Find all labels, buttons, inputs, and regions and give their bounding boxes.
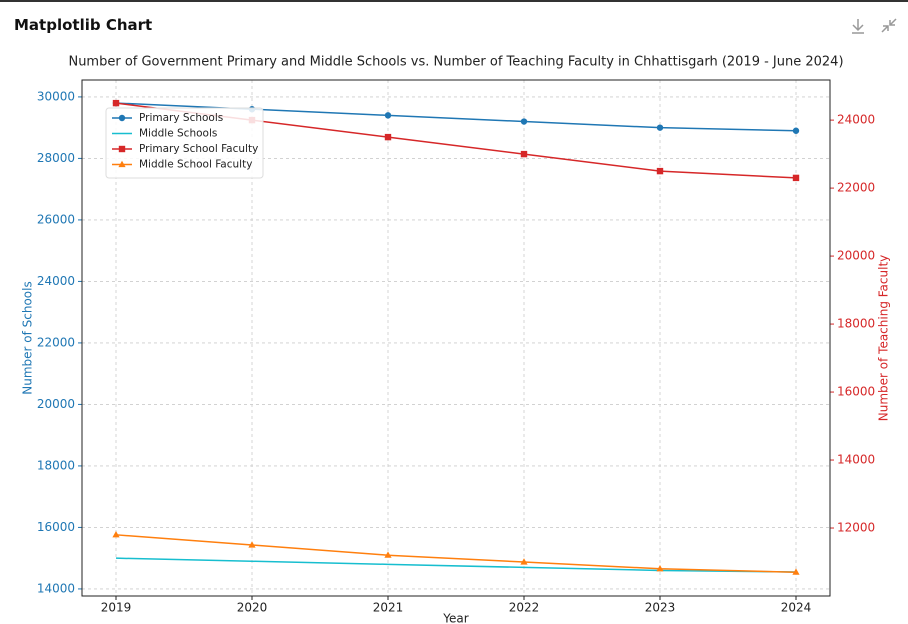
legend-label: Primary Schools — [139, 112, 223, 124]
legend-marker — [118, 145, 126, 153]
y-tick-label: 14000 — [37, 581, 75, 595]
point — [792, 174, 800, 182]
x-tick-label: 2022 — [509, 601, 540, 615]
legend-marker — [118, 160, 126, 168]
panel-title: Matplotlib Chart — [14, 16, 153, 34]
point — [384, 551, 392, 558]
download-icon[interactable] — [852, 19, 864, 34]
y-axis-label: Number of Schools — [21, 281, 35, 395]
point — [656, 124, 664, 131]
y-tick-label: 26000 — [37, 212, 75, 226]
collapse-icon[interactable] — [881, 18, 897, 33]
chart-title: Number of Government Primary and Middle … — [68, 55, 843, 70]
point — [520, 558, 528, 565]
point — [520, 150, 528, 158]
y-tick-label: 16000 — [37, 520, 75, 534]
y2-tick-label: 16000 — [837, 385, 875, 399]
x-axis-label: Year — [442, 612, 468, 624]
point — [656, 565, 664, 572]
legend-label: Primary School Faculty — [139, 143, 258, 155]
point — [112, 531, 120, 538]
x-tick-label: 2024 — [781, 601, 812, 615]
point — [792, 568, 800, 575]
x-tick-label: 2020 — [237, 601, 268, 615]
point — [384, 133, 392, 141]
point — [112, 99, 120, 107]
y-tick-label: 22000 — [37, 335, 75, 349]
point — [248, 541, 256, 548]
point — [384, 112, 392, 119]
y-tick-label: 20000 — [37, 397, 75, 411]
y-tick-label: 24000 — [37, 274, 75, 288]
legend-label: Middle School Faculty — [139, 159, 252, 171]
point — [520, 118, 528, 125]
plot-frame — [81, 79, 831, 597]
legend-marker — [118, 114, 126, 122]
y-tick-label: 30000 — [37, 89, 75, 103]
x-tick-label: 2019 — [101, 601, 132, 615]
y2-tick-label: 14000 — [837, 453, 875, 467]
series-line — [115, 534, 797, 573]
y-tick-label: 18000 — [37, 458, 75, 472]
x-tick-label: 2021 — [373, 601, 404, 615]
y2-tick-label: 12000 — [837, 521, 875, 535]
point — [656, 167, 664, 175]
y-tick-label: 28000 — [37, 151, 75, 165]
point — [792, 127, 800, 134]
top-border — [0, 0, 908, 2]
y2-tick-label: 20000 — [837, 249, 875, 263]
y2-tick-label: 22000 — [837, 181, 875, 195]
legend-label: Middle Schools — [139, 128, 217, 140]
y2-axis-label: Number of Teaching Faculty — [877, 255, 891, 422]
legend-box — [105, 107, 264, 179]
series-line — [115, 557, 797, 573]
y2-tick-label: 18000 — [837, 317, 875, 331]
x-tick-label: 2023 — [645, 601, 676, 615]
y2-tick-label: 24000 — [837, 113, 875, 127]
legend: Primary Schools Middle Schools Primary Sch… — [105, 107, 264, 179]
